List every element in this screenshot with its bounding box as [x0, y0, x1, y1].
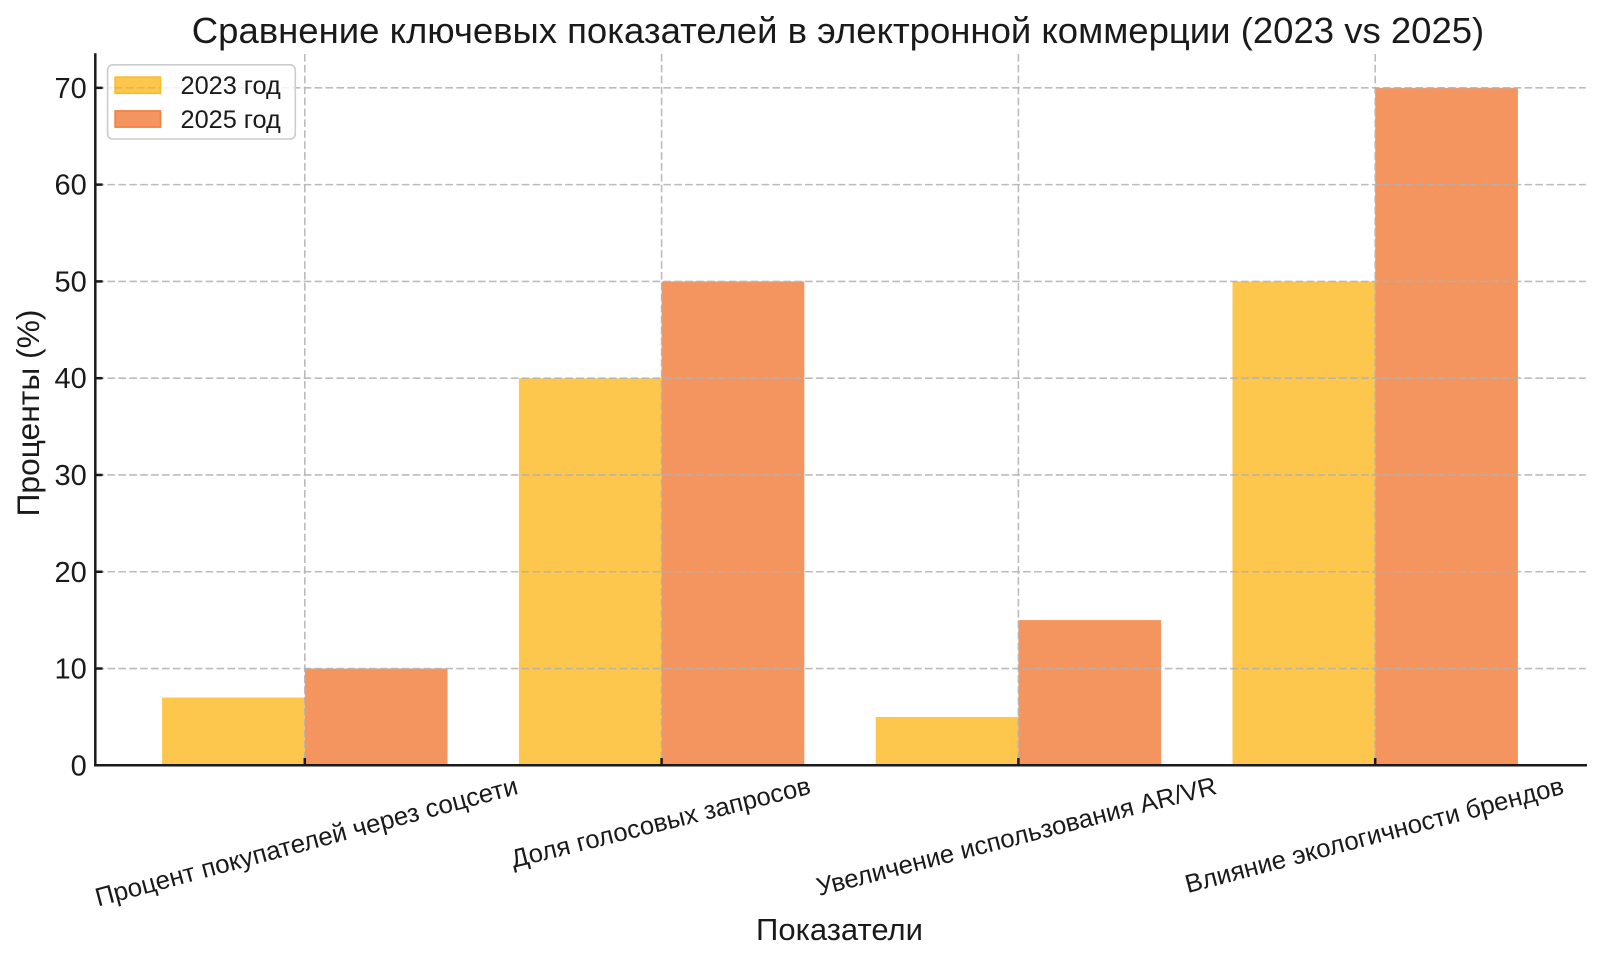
svg-text:70: 70: [55, 73, 87, 105]
svg-text:40: 40: [55, 363, 87, 395]
svg-text:2023 год: 2023 год: [181, 72, 281, 100]
svg-text:Показатели: Показатели: [756, 912, 923, 947]
svg-text:Проценты (%): Проценты (%): [10, 309, 46, 516]
svg-text:10: 10: [55, 654, 87, 686]
svg-text:20: 20: [55, 557, 87, 589]
svg-text:Сравнение ключевых показателей: Сравнение ключевых показателей в электро…: [192, 10, 1484, 51]
svg-text:0: 0: [71, 750, 87, 782]
svg-text:50: 50: [55, 266, 87, 298]
svg-text:30: 30: [55, 460, 87, 492]
svg-text:2025 год: 2025 год: [181, 106, 281, 134]
svg-text:60: 60: [55, 170, 87, 202]
